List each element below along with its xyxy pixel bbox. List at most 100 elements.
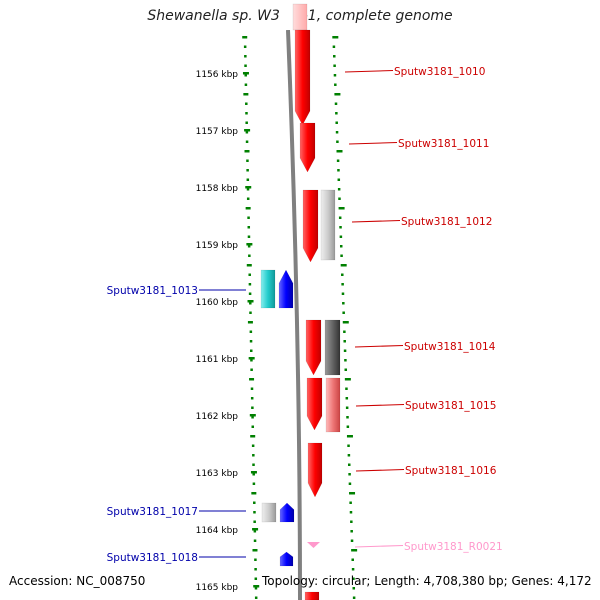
tick-mark xyxy=(344,378,351,381)
gene-label[interactable]: Sputw3181_1018 xyxy=(107,552,198,564)
tick-mark xyxy=(333,74,337,77)
tick-mark xyxy=(339,226,342,229)
axis-label: 1162 kbp xyxy=(196,412,239,422)
tick-mark xyxy=(346,416,349,419)
gene-arrow-sputw3181-1015 xyxy=(306,377,323,431)
axis-label: 1156 kbp xyxy=(196,70,239,80)
tick-mark xyxy=(253,539,257,542)
tick-mark xyxy=(249,302,252,305)
axis-label: 1161 kbp xyxy=(196,355,239,365)
tick-mark xyxy=(253,520,256,523)
axis-label: 1165 kbp xyxy=(196,583,239,593)
tick-mark xyxy=(341,283,344,286)
axis-tick xyxy=(244,129,251,132)
tick-mark xyxy=(337,178,341,181)
tick-mark xyxy=(247,226,251,229)
axis-tick xyxy=(252,528,259,531)
gene-fragment-top xyxy=(292,3,308,31)
tick-mark xyxy=(338,207,345,210)
tick-mark xyxy=(246,197,250,200)
tick-mark xyxy=(252,482,256,485)
gene-features xyxy=(260,3,341,600)
tick-mark xyxy=(245,121,248,124)
gene-homolog-bar xyxy=(261,502,277,523)
tick-mark xyxy=(338,197,341,200)
tick-mark xyxy=(350,539,354,542)
tick-mark xyxy=(253,501,256,504)
tick-mark xyxy=(254,568,257,571)
tick-mark xyxy=(342,321,349,324)
tick-mark xyxy=(347,444,350,447)
tick-mark xyxy=(336,159,340,162)
tick-mark xyxy=(247,216,250,219)
leader-line xyxy=(354,345,404,348)
tick-mark xyxy=(334,93,341,96)
tick-mark xyxy=(341,292,345,295)
gene-arrow-sputw3181-1014 xyxy=(305,319,322,376)
accession-label: Accession: NC_008750 xyxy=(9,574,146,588)
tick-mark xyxy=(242,36,248,39)
gene-label[interactable]: Sputw3181_1017 xyxy=(107,506,198,518)
gene-arrow-sputw3181-1012 xyxy=(302,189,319,263)
tick-mark xyxy=(352,596,356,599)
tick-mark xyxy=(250,359,253,362)
tick-mark xyxy=(250,435,256,438)
gene-label[interactable]: Sputw3181_1013 xyxy=(107,285,198,297)
tick-mark xyxy=(251,425,255,428)
gene-label[interactable]: Sputw3181_1014 xyxy=(404,341,496,353)
tick-mark xyxy=(250,397,254,400)
tick-mark xyxy=(332,36,339,39)
gene-label[interactable]: Sputw3181_R0021 xyxy=(404,541,503,553)
tick-mark xyxy=(254,596,258,599)
axis-label: 1164 kbp xyxy=(196,526,239,536)
tick-mark xyxy=(252,454,255,457)
tick-mark xyxy=(249,378,255,381)
tick-mark xyxy=(349,492,356,495)
gene-homolog-bar xyxy=(324,319,341,376)
tick-mark xyxy=(352,577,355,580)
tick-mark xyxy=(345,397,349,400)
tick-mark xyxy=(335,131,339,134)
axis-tick xyxy=(249,414,256,417)
tick-mark xyxy=(244,150,250,153)
tick-mark xyxy=(332,45,336,48)
leader-line xyxy=(354,545,404,548)
tick-mark xyxy=(252,463,255,466)
axis-label: 1159 kbp xyxy=(196,241,239,251)
tick-mark xyxy=(246,159,249,162)
tick-mark xyxy=(245,131,249,134)
tick-mark xyxy=(249,330,253,333)
tick-mark xyxy=(247,321,253,324)
tick-mark xyxy=(246,264,252,267)
tick-mark xyxy=(251,492,257,495)
tick-mark xyxy=(243,93,249,96)
tick-mark xyxy=(336,150,343,153)
tick-mark xyxy=(345,406,349,409)
tick-mark xyxy=(244,83,248,86)
gene-label[interactable]: Sputw3181_1012 xyxy=(401,216,492,228)
tick-mark xyxy=(337,169,340,172)
tick-mark xyxy=(252,473,255,476)
gene-label[interactable]: Sputw3181_1016 xyxy=(405,465,497,477)
tick-mark xyxy=(251,406,254,409)
tick-mark xyxy=(343,340,346,343)
tick-mark xyxy=(348,482,352,485)
tick-mark xyxy=(254,577,258,580)
tick-mark xyxy=(251,416,254,419)
gene-homolog-bar xyxy=(260,269,276,309)
tick-mark xyxy=(252,549,258,552)
tick-mark xyxy=(349,511,353,514)
tick-mark xyxy=(340,254,343,257)
axis-label: 1160 kbp xyxy=(196,298,239,308)
tick-mark xyxy=(349,501,352,504)
tick-mark xyxy=(338,216,342,219)
tick-mark xyxy=(344,368,348,371)
axis-tick xyxy=(247,300,254,303)
gene-label[interactable]: Sputw3181_1015 xyxy=(405,400,496,412)
axis-tick xyxy=(245,186,252,189)
tick-mark xyxy=(246,169,249,172)
axis-tick xyxy=(246,243,253,246)
gene-label[interactable]: Sputw3181_1011 xyxy=(398,138,489,150)
gene-label[interactable]: Sputw3181_1010 xyxy=(394,66,485,78)
